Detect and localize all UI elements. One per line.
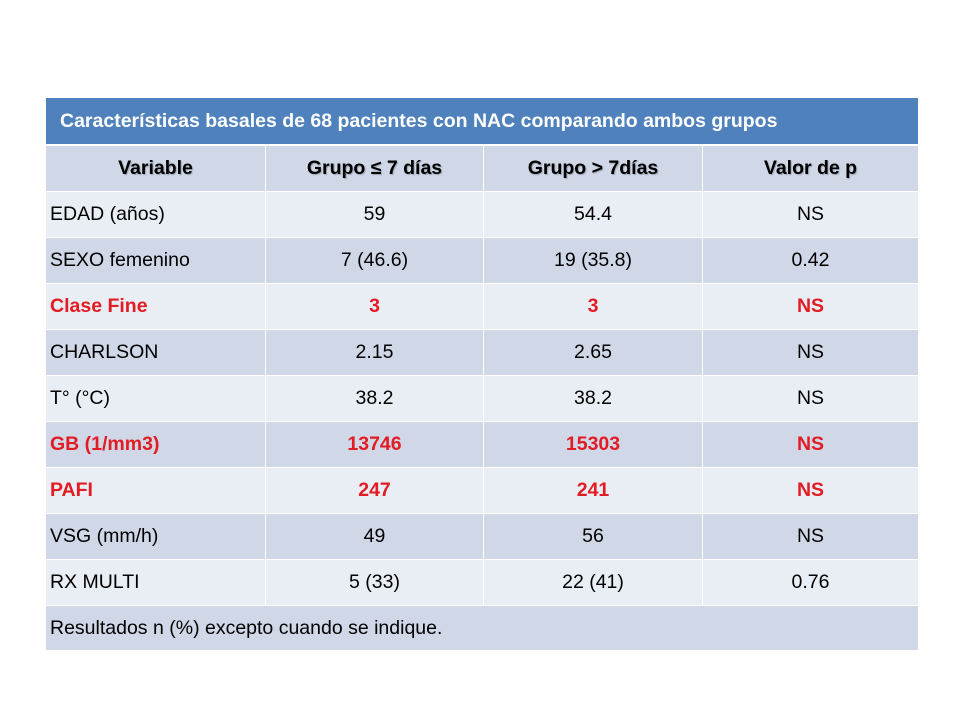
- row-p-value: NS: [796, 433, 825, 455]
- row-variable: VSG (mm/h): [46, 514, 266, 559]
- row-group-gt7: 3: [484, 284, 703, 329]
- row-p-value: 0.76: [791, 571, 830, 593]
- row-group-le7: 2.15: [266, 330, 484, 375]
- row-group-gt7: 56: [484, 514, 703, 559]
- row-group-gt7: 2.65: [484, 330, 703, 375]
- row-group-le7: 3: [266, 284, 484, 329]
- row-group-le7: 7 (46.6): [266, 238, 484, 283]
- row-variable: SEXO femenino: [46, 238, 266, 283]
- row-variable: RX MULTI: [46, 560, 266, 605]
- table-title: Características basales de 68 pacientes …: [46, 98, 918, 146]
- row-p-value: 0.42: [791, 249, 830, 271]
- row-variable: EDAD (años): [46, 192, 266, 237]
- row-variable: GB (1/mm3): [46, 422, 266, 467]
- table-row: T° (°C) 38.2 38.2 NS: [46, 376, 918, 422]
- header-p-value: Valor de p: [763, 157, 858, 179]
- table-row: RX MULTI 5 (33) 22 (41) 0.76: [46, 560, 918, 606]
- row-p-value: NS: [796, 341, 825, 363]
- row-group-gt7: 15303: [484, 422, 703, 467]
- table-row: CHARLSON 2.15 2.65 NS: [46, 330, 918, 376]
- row-variable: CHARLSON: [46, 330, 266, 375]
- row-group-le7: 59: [266, 192, 484, 237]
- row-p-value: NS: [796, 525, 825, 547]
- table-footnote: Resultados n (%) excepto cuando se indiq…: [46, 606, 918, 650]
- row-p-value: NS: [796, 387, 825, 409]
- table-header-row: Variable Grupo ≤ 7 días Grupo > 7días Va…: [46, 146, 918, 192]
- row-p-value: NS: [796, 479, 825, 501]
- table-row: EDAD (años) 59 54.4 NS: [46, 192, 918, 238]
- row-group-le7: 5 (33): [266, 560, 484, 605]
- row-variable: Clase Fine: [46, 284, 266, 329]
- header-group-le7: Grupo ≤ 7 días: [266, 146, 484, 191]
- row-p-value: NS: [796, 203, 825, 225]
- row-group-gt7: 19 (35.8): [484, 238, 703, 283]
- table-row: Clase Fine 3 3 NS: [46, 284, 918, 330]
- row-group-le7: 13746: [266, 422, 484, 467]
- row-group-gt7: 22 (41): [484, 560, 703, 605]
- table-row: SEXO femenino 7 (46.6) 19 (35.8) 0.42: [46, 238, 918, 284]
- row-group-le7: 49: [266, 514, 484, 559]
- header-variable: Variable: [46, 146, 266, 191]
- table-row: PAFI 247 241 NS: [46, 468, 918, 514]
- row-group-le7: 247: [266, 468, 484, 513]
- row-variable: PAFI: [46, 468, 266, 513]
- row-variable: T° (°C): [46, 376, 266, 421]
- header-group-gt7: Grupo > 7días: [484, 146, 703, 191]
- row-group-gt7: 38.2: [484, 376, 703, 421]
- table-row: GB (1/mm3) 13746 15303 NS: [46, 422, 918, 468]
- row-group-gt7: 241: [484, 468, 703, 513]
- row-p-value: NS: [796, 295, 825, 317]
- row-group-gt7: 54.4: [484, 192, 703, 237]
- row-group-le7: 38.2: [266, 376, 484, 421]
- table-row: VSG (mm/h) 49 56 NS: [46, 514, 918, 560]
- characteristics-table: Características basales de 68 pacientes …: [46, 98, 918, 650]
